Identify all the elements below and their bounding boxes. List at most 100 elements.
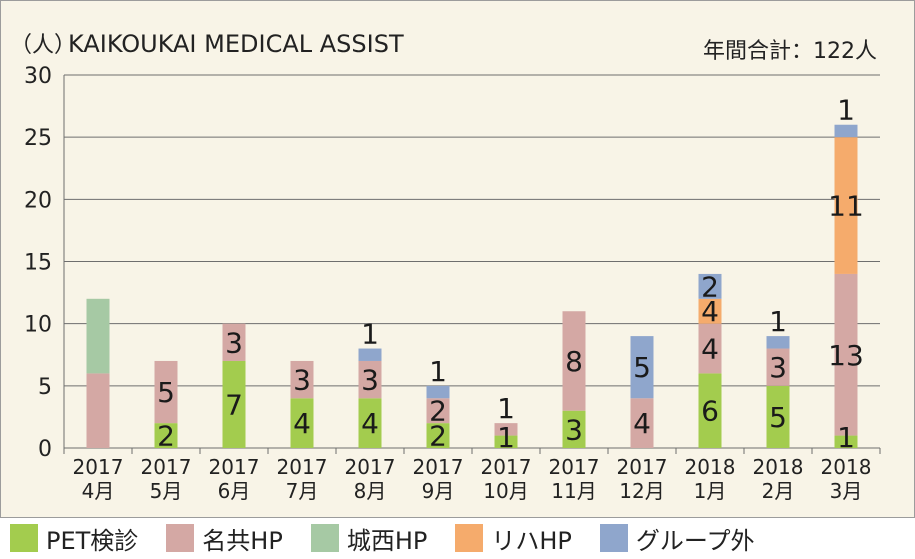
bar-segment (562, 410, 586, 448)
bar-segment (766, 336, 790, 349)
y-tick-label: 30 (24, 64, 52, 89)
x-tick-month: 7月 (286, 479, 319, 503)
x-tick-year: 2018 (753, 455, 804, 479)
x-tick-month: 2月 (762, 479, 795, 503)
x-tick-month: 1月 (694, 479, 727, 503)
x-tick-month: 6月 (218, 479, 251, 503)
bar-value-label: 3 (293, 364, 311, 397)
unit-label: （人） (10, 33, 76, 58)
legend-label: 城西HP (346, 526, 428, 555)
legend-item: リハHP (455, 521, 572, 556)
x-tick-month: 10月 (483, 479, 528, 503)
bar-value-label: 1 (497, 421, 515, 454)
x-tick-month: 12月 (619, 479, 664, 503)
legend-label: 名共HP (202, 526, 283, 555)
x-tick-year: 2017 (345, 455, 396, 479)
x-tick-month: 5月 (150, 479, 183, 503)
bar-segment (290, 360, 314, 399)
bar-segment (698, 323, 722, 374)
annual-total: 年間合計：122人 (703, 39, 877, 64)
legend-swatch (310, 524, 339, 552)
bar-value-label: 5 (633, 351, 651, 384)
bar-value-label: 3 (565, 413, 583, 446)
stacked-bar-chart: （人） KAIKOUKAI MEDICAL ASSIST 年間合計：122人 0… (10, 30, 881, 503)
legend-swatch (455, 524, 484, 552)
bar-segment (426, 423, 450, 448)
bar-segment (698, 273, 722, 299)
bar-segment (834, 137, 858, 274)
chart-panel (0, 0, 915, 518)
y-axis-ticks: 0 5 10 15 20 25 30 (24, 64, 52, 462)
bar-segment (698, 373, 722, 448)
y-tick-label: 5 (38, 375, 52, 400)
bar-segment (154, 360, 178, 424)
legend: PET検診 名共HP 城西HP リハHP グループ外 (10, 520, 754, 556)
bar-value-label: 3 (225, 326, 243, 359)
bar-segment (562, 311, 586, 411)
bar-value-label: 2 (429, 420, 447, 453)
bar-segment (766, 385, 790, 448)
x-tick-year: 2018 (685, 455, 736, 479)
x-tick-year: 2017 (141, 455, 192, 479)
bar-segment (426, 385, 450, 399)
legend-item: 名共HP (166, 521, 283, 556)
legend-item: PET検診 (10, 521, 138, 556)
bar-segment (630, 398, 654, 448)
x-axis-ticks: 20174月20175月20176月20177月20178月20179月2017… (73, 455, 872, 503)
y-tick-label: 10 (24, 313, 52, 338)
legend-label: グループ外 (635, 526, 755, 555)
bar-segment (766, 348, 790, 386)
x-tick-month: 11月 (551, 479, 596, 503)
bar-value-label: 4 (293, 407, 311, 440)
bar-value-label: 3 (361, 364, 379, 397)
legend-item: グループ外 (599, 521, 755, 556)
bar-segment (290, 398, 314, 448)
bar-value-label: 4 (701, 295, 719, 328)
bar-segment (358, 398, 382, 448)
bar-segment (154, 423, 178, 448)
legend-label: PET検診 (46, 526, 139, 555)
legend-swatch (599, 524, 628, 552)
bar-segment (358, 360, 382, 399)
x-tick-year: 2017 (617, 455, 668, 479)
bar-value-label: 1 (769, 305, 787, 338)
bar-value-label: 4 (361, 407, 379, 440)
y-tick-label: 20 (24, 188, 52, 213)
y-tick-label: 0 (38, 437, 52, 462)
legend-swatch (166, 524, 195, 552)
bar-value-label: 13 (828, 339, 864, 372)
bar-value-label: 4 (633, 407, 651, 440)
y-tick-label: 15 (24, 251, 52, 276)
bar-segment (222, 360, 246, 448)
bar-segment (834, 273, 858, 436)
bar-segment (222, 323, 246, 361)
bar-segment (86, 298, 110, 374)
x-tick-year: 2017 (413, 455, 464, 479)
legend-swatch (10, 524, 38, 552)
x-tick-year: 2017 (73, 455, 124, 479)
bar-value-label: 2 (701, 270, 719, 303)
bars (86, 124, 858, 448)
bar-segment (494, 423, 518, 436)
bar-value-label: 7 (225, 388, 243, 421)
x-tick-month: 3月 (830, 479, 863, 503)
x-tick-year: 2017 (209, 455, 260, 479)
x-tick-year: 2017 (277, 455, 328, 479)
bar-value-label: 4 (701, 333, 719, 366)
bar-segment (86, 373, 110, 448)
legend-label: リハHP (491, 526, 572, 555)
chart-title: KAIKOUKAI MEDICAL ASSIST (68, 30, 404, 58)
x-tick-year: 2017 (549, 455, 600, 479)
bar-value-label: 2 (157, 420, 175, 453)
legend-item: 城西HP (310, 521, 428, 556)
bar-value-label: 5 (157, 376, 175, 409)
bar-segment (426, 398, 450, 424)
bar-segment (630, 336, 654, 399)
bar-value-label: 1 (429, 355, 447, 388)
bar-segment (834, 124, 858, 138)
bar-segment (698, 298, 722, 324)
x-tick-month: 4月 (82, 479, 115, 503)
x-tick-year: 2018 (821, 455, 872, 479)
bar-value-label: 6 (701, 395, 719, 428)
